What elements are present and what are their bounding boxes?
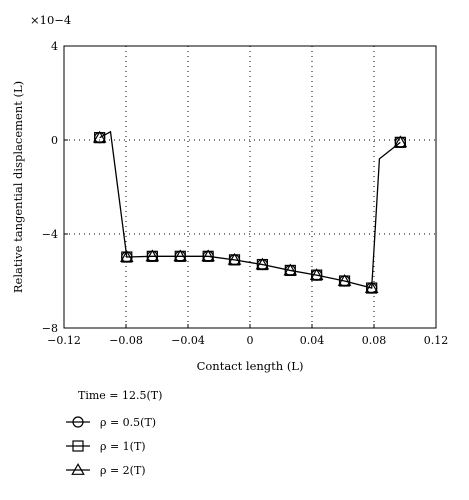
x-tick-label: 0.04 <box>300 334 325 347</box>
y-tick-label: −4 <box>42 228 58 241</box>
triangle-marker <box>364 281 379 293</box>
x-axis-label: Contact length (L) <box>197 359 304 373</box>
y-axis-label: Relative tangential displacement (L) <box>11 81 25 293</box>
ticks: −0.12 −0.08 −0.04 0 0.04 0.08 0.12 −8 −4 0 4 <box>42 40 448 347</box>
legend-label: ρ = 0.5(T) <box>100 416 156 429</box>
y-tick-label: 4 <box>51 40 58 53</box>
triangle-marker <box>145 249 160 262</box>
legend-square-icon <box>72 440 84 452</box>
legend-label: ρ = 1(T) <box>100 440 146 453</box>
x-tick-label: 0.08 <box>362 334 387 347</box>
triangle-marker <box>201 249 215 262</box>
y-tick-label: −8 <box>42 322 58 335</box>
triangle-marker <box>227 252 242 265</box>
grid <box>64 46 436 328</box>
x-tick-label: −0.12 <box>47 334 81 347</box>
triangle-marker <box>309 268 324 281</box>
legend-circle-icon <box>72 416 84 428</box>
triangle-marker <box>92 130 107 143</box>
legend-label: ρ = 2(T) <box>100 464 146 477</box>
triangle-marker <box>283 263 298 276</box>
plot-frame <box>63 45 437 329</box>
triangle-marker <box>255 257 270 270</box>
x-tick-label: 0.12 <box>424 334 449 347</box>
x-tick-label: −0.08 <box>109 334 143 347</box>
triangle-marker <box>119 250 134 262</box>
data-layer <box>92 130 408 294</box>
legend-header: Time = 12.5(T) <box>78 389 162 402</box>
exponent-label: ×10−4 <box>30 13 71 27</box>
legend-triangle-icon <box>71 463 85 475</box>
legend: Time = 12.5(T) ρ = 0.5(T) ρ = 1(T) ρ = 2(T… <box>66 389 162 477</box>
y-tick-label: 0 <box>51 134 58 147</box>
triangle-marker <box>393 135 408 148</box>
displacement-line <box>99 130 401 289</box>
x-tick-label: −0.04 <box>171 334 205 347</box>
triangle-marker <box>337 274 352 286</box>
x-tick-label: 0 <box>247 334 254 347</box>
triangle-marker <box>173 249 188 262</box>
